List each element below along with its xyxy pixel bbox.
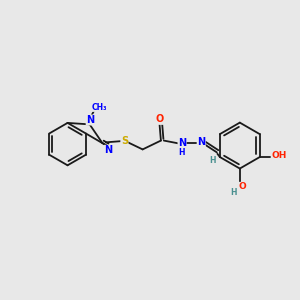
Text: N: N <box>86 115 94 125</box>
Text: OH: OH <box>271 151 286 160</box>
Text: N: N <box>104 145 113 155</box>
Text: CH₃: CH₃ <box>92 103 107 112</box>
Text: O: O <box>155 114 164 124</box>
Text: N: N <box>178 138 186 148</box>
Text: H: H <box>209 156 215 165</box>
Text: H: H <box>178 148 185 157</box>
Text: H: H <box>230 188 237 196</box>
Text: S: S <box>121 136 128 146</box>
Text: N: N <box>197 137 205 147</box>
Text: O: O <box>239 182 247 191</box>
